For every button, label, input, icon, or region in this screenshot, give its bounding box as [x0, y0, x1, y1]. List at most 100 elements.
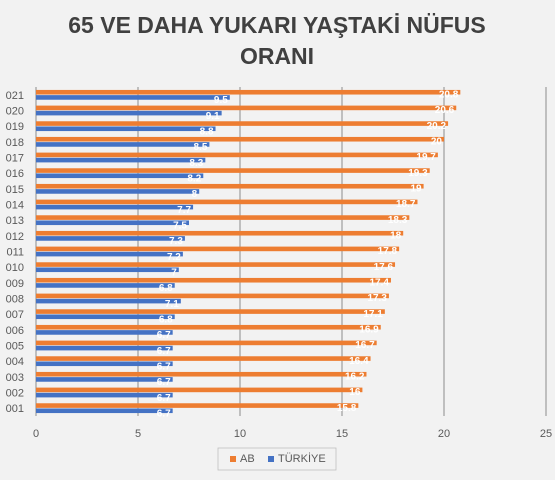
- data-label-turkiye: 6.8: [159, 283, 173, 294]
- data-label-turkiye: 7.3: [169, 236, 183, 247]
- bar-turkiye-2021: [36, 95, 230, 100]
- y-tick-label: 011: [6, 247, 24, 259]
- bar-turkiye-2017: [36, 157, 206, 163]
- legend-item-turkiye-label: TÜRKİYE: [278, 452, 326, 465]
- data-label-ab: 16.7: [355, 340, 375, 351]
- data-label-turkiye: 7.1: [165, 299, 179, 310]
- data-label-turkiye: 9.1: [206, 111, 220, 122]
- y-tick-label: 015: [6, 184, 24, 196]
- data-label-turkiye: 8.3: [189, 158, 203, 169]
- bar-ab-2019: [36, 121, 449, 126]
- bar-turkiye-2014: [36, 204, 194, 210]
- bar-turkiye-2020: [36, 110, 222, 116]
- bar-ab-2010: [36, 262, 396, 267]
- bar-turkiye-2013: [36, 220, 189, 226]
- x-axis: 0 5 10 15 20 25: [33, 428, 552, 440]
- bar-turkiye-2016: [36, 173, 204, 179]
- data-label-turkiye: 8.2: [187, 174, 201, 185]
- bar-ab-2020: [36, 105, 457, 111]
- data-label-ab: 17.1: [363, 309, 383, 320]
- data-label-turkiye: 6.7: [157, 409, 171, 420]
- bar-ab-2008: [36, 293, 389, 299]
- y-tick-label: 019: [6, 121, 24, 133]
- legend-item-ab-swatch: [230, 456, 236, 462]
- bar-ab-2018: [36, 136, 444, 142]
- bar-turkiye-2009: [36, 283, 175, 288]
- x-tick-label: 5: [135, 428, 141, 440]
- bar-ab-2016: [36, 168, 430, 173]
- bar-ab-2017: [36, 152, 438, 158]
- x-tick-label: 10: [234, 428, 246, 440]
- data-label-ab: 19.7: [416, 152, 436, 163]
- y-tick-label: 003: [6, 372, 24, 384]
- bar-ab-2002: [36, 387, 363, 393]
- data-label-ab: 16.4: [349, 356, 369, 367]
- x-tick-label: 20: [438, 428, 450, 440]
- bar-ab-2006: [36, 324, 381, 330]
- data-label-ab: 19: [410, 184, 422, 195]
- data-label-turkiye: 6.7: [157, 393, 171, 404]
- y-tick-label: 014: [6, 200, 24, 212]
- legend: AB TÜRKİYE: [217, 447, 337, 471]
- data-label-ab: 18.3: [388, 215, 408, 226]
- legend-item-turkiye-swatch: [268, 456, 274, 462]
- bar-ab-2011: [36, 246, 400, 252]
- y-tick-label: 012: [6, 231, 24, 243]
- bar-turkiye-2010: [36, 267, 179, 273]
- data-label-ab: 16: [349, 387, 361, 398]
- bar-ab-2012: [36, 230, 404, 236]
- y-tick-label: 020: [6, 106, 24, 118]
- data-label-ab: 20.8: [439, 90, 459, 101]
- legend-item-ab-label: AB: [240, 453, 255, 465]
- y-tick-label: 009: [6, 278, 24, 290]
- bar-ab-2005: [36, 340, 377, 346]
- data-label-ab: 20.2: [427, 121, 447, 132]
- bar-turkiye-2018: [36, 142, 210, 147]
- bar-turkiye-2007: [36, 314, 175, 320]
- bar-turkiye-2002: [36, 392, 173, 398]
- data-label-ab: 20: [431, 137, 443, 148]
- data-label-ab: 19.3: [408, 168, 428, 179]
- y-tick-label: 013: [6, 215, 24, 227]
- data-label-ab: 17.8: [378, 246, 398, 257]
- y-tick-label: 002: [6, 388, 24, 400]
- y-tick-label: 005: [6, 341, 24, 353]
- bar-turkiye-2008: [36, 298, 181, 304]
- y-tick-label: 017: [6, 153, 24, 165]
- gridlines: [35, 87, 547, 416]
- bar-turkiye-2015: [36, 189, 200, 194]
- data-label-turkiye: 8: [192, 189, 198, 200]
- y-tick-label: 018: [6, 137, 24, 149]
- bar-ab-2009: [36, 277, 391, 283]
- data-label-ab: 17.3: [367, 293, 387, 304]
- data-label-ab: 15.8: [337, 403, 357, 414]
- data-label-turkiye: 7: [171, 268, 177, 279]
- data-label-ab: 17.6: [374, 262, 394, 273]
- y-tick-label: 001: [6, 403, 24, 415]
- data-label-turkiye: 8.8: [200, 127, 214, 138]
- data-labels-group: 15.8 6.7 16 6.7 16.2 6.7 16.4 6.7 16.7 6.7 16.9 6.7…: [157, 90, 459, 420]
- chart-title-line-1: 65 VE DAHA YUKARI YAŞTAKİ NÜFUS: [68, 12, 486, 38]
- data-label-ab: 18.7: [396, 199, 416, 210]
- bar-turkiye-2011: [36, 251, 183, 257]
- chart-title-line-2: ORANI: [240, 43, 314, 69]
- bar-ab-2014: [36, 199, 418, 205]
- x-tick-label: 0: [33, 428, 39, 440]
- y-tick-label: 021: [6, 90, 24, 102]
- x-tick-label: 25: [540, 428, 552, 440]
- data-label-ab: 18: [390, 231, 402, 242]
- bar-ab-2001: [36, 403, 359, 408]
- data-label-turkiye: 7.2: [167, 252, 181, 263]
- y-tick-label: 010: [6, 262, 24, 274]
- y-axis: 001 002 003 004 005 006 007 008 009 010 011 012 013 0…: [6, 90, 24, 415]
- y-tick-label: 006: [6, 325, 24, 337]
- y-tick-label: 008: [6, 294, 24, 306]
- data-label-turkiye: 6.8: [159, 315, 173, 326]
- data-label-turkiye: 6.7: [157, 377, 171, 388]
- bar-ab-2013: [36, 215, 410, 220]
- data-label-ab: 16.2: [345, 372, 365, 383]
- legend-box: [217, 447, 337, 471]
- y-tick-label: 004: [6, 356, 24, 368]
